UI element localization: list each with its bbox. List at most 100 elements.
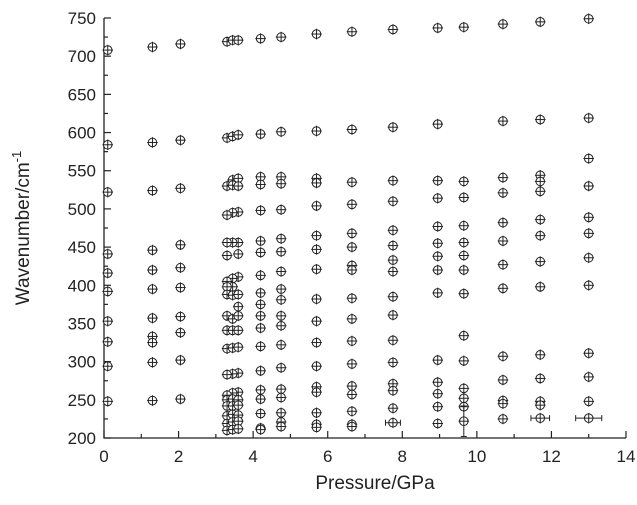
data-point bbox=[255, 128, 266, 140]
data-point bbox=[275, 283, 287, 295]
data-point bbox=[497, 217, 509, 228]
data-point bbox=[232, 399, 244, 411]
data-point bbox=[458, 237, 470, 248]
data-point bbox=[432, 175, 444, 186]
data-point bbox=[432, 418, 444, 429]
data-point bbox=[534, 349, 546, 361]
data-point bbox=[102, 267, 114, 279]
data-point bbox=[583, 396, 595, 407]
axis-frame bbox=[103, 18, 626, 439]
data-point bbox=[175, 182, 186, 194]
data-point bbox=[432, 264, 444, 276]
data-point bbox=[497, 115, 509, 127]
y-tick-label: 350 bbox=[68, 314, 96, 333]
data-point bbox=[311, 244, 322, 255]
data-point bbox=[387, 254, 399, 266]
data-point bbox=[147, 244, 158, 256]
y-axis-label-superscript: -1 bbox=[9, 151, 24, 163]
data-point bbox=[387, 266, 399, 277]
data-point bbox=[255, 408, 266, 419]
x-tick-label: 8 bbox=[398, 447, 407, 466]
data-point bbox=[232, 423, 244, 435]
data-point bbox=[458, 21, 470, 33]
data-point bbox=[255, 384, 266, 396]
data-point bbox=[311, 125, 322, 137]
data-point bbox=[311, 28, 322, 40]
data-point bbox=[458, 192, 470, 203]
data-point bbox=[255, 365, 266, 377]
data-point bbox=[497, 259, 509, 270]
data-point bbox=[147, 357, 158, 368]
data-point bbox=[346, 358, 358, 370]
data-point bbox=[583, 252, 595, 264]
data-point bbox=[387, 291, 399, 303]
data-point bbox=[346, 241, 358, 253]
data-point bbox=[275, 178, 287, 190]
data-point bbox=[432, 388, 444, 400]
data-point bbox=[534, 16, 546, 28]
data-point bbox=[432, 287, 444, 299]
data-point bbox=[255, 247, 266, 258]
data-point bbox=[147, 337, 158, 348]
data-point bbox=[387, 402, 399, 414]
data-point bbox=[232, 129, 244, 141]
x-tick-label: 4 bbox=[248, 447, 257, 466]
data-point bbox=[102, 336, 114, 348]
data-point bbox=[534, 281, 546, 293]
data-point bbox=[255, 310, 266, 322]
data-point bbox=[458, 383, 470, 394]
data-point bbox=[275, 204, 287, 215]
data-point bbox=[534, 176, 546, 187]
data-point bbox=[583, 153, 595, 164]
data-point bbox=[497, 187, 509, 199]
data-point bbox=[583, 228, 595, 239]
data-point bbox=[458, 250, 470, 261]
axes bbox=[103, 18, 626, 439]
data-point bbox=[497, 398, 509, 409]
data-point bbox=[534, 399, 546, 411]
data-point bbox=[275, 421, 287, 432]
data-point bbox=[175, 134, 186, 146]
data-point bbox=[221, 369, 233, 380]
data-point bbox=[497, 172, 509, 183]
data-point bbox=[346, 292, 358, 304]
data-point bbox=[102, 360, 114, 372]
data-point bbox=[458, 355, 470, 367]
data-point bbox=[497, 283, 509, 294]
data-point bbox=[346, 199, 358, 210]
data-point bbox=[432, 221, 444, 232]
data-point bbox=[147, 395, 158, 406]
data-point bbox=[255, 33, 266, 44]
data-point bbox=[583, 371, 595, 383]
data-point bbox=[346, 405, 358, 417]
data-point bbox=[530, 412, 551, 424]
data-point bbox=[275, 407, 287, 419]
data-point bbox=[311, 360, 322, 372]
data-point bbox=[458, 176, 470, 187]
data-point bbox=[583, 112, 595, 124]
y-tick-label: 650 bbox=[68, 85, 96, 104]
data-point bbox=[432, 192, 444, 204]
data-point bbox=[275, 310, 287, 322]
data-point bbox=[255, 299, 266, 310]
y-tick-label: 400 bbox=[68, 276, 96, 295]
data-point bbox=[575, 412, 603, 424]
data-point bbox=[147, 137, 158, 148]
data-point bbox=[232, 34, 244, 46]
data-point bbox=[175, 239, 186, 251]
data-point bbox=[387, 24, 399, 35]
data-point bbox=[221, 209, 233, 221]
data-point bbox=[497, 350, 509, 362]
data-point bbox=[387, 175, 399, 186]
y-tick-label: 200 bbox=[68, 429, 96, 448]
data-point bbox=[275, 126, 287, 138]
data-point bbox=[275, 294, 287, 306]
data-point bbox=[232, 301, 244, 312]
x-tick-label: 10 bbox=[467, 447, 486, 466]
x-tick-label: 2 bbox=[174, 447, 183, 466]
data-point bbox=[147, 312, 158, 324]
data-point bbox=[175, 327, 186, 338]
data-point bbox=[387, 240, 399, 251]
data-point bbox=[175, 282, 186, 293]
data-point bbox=[221, 237, 233, 248]
